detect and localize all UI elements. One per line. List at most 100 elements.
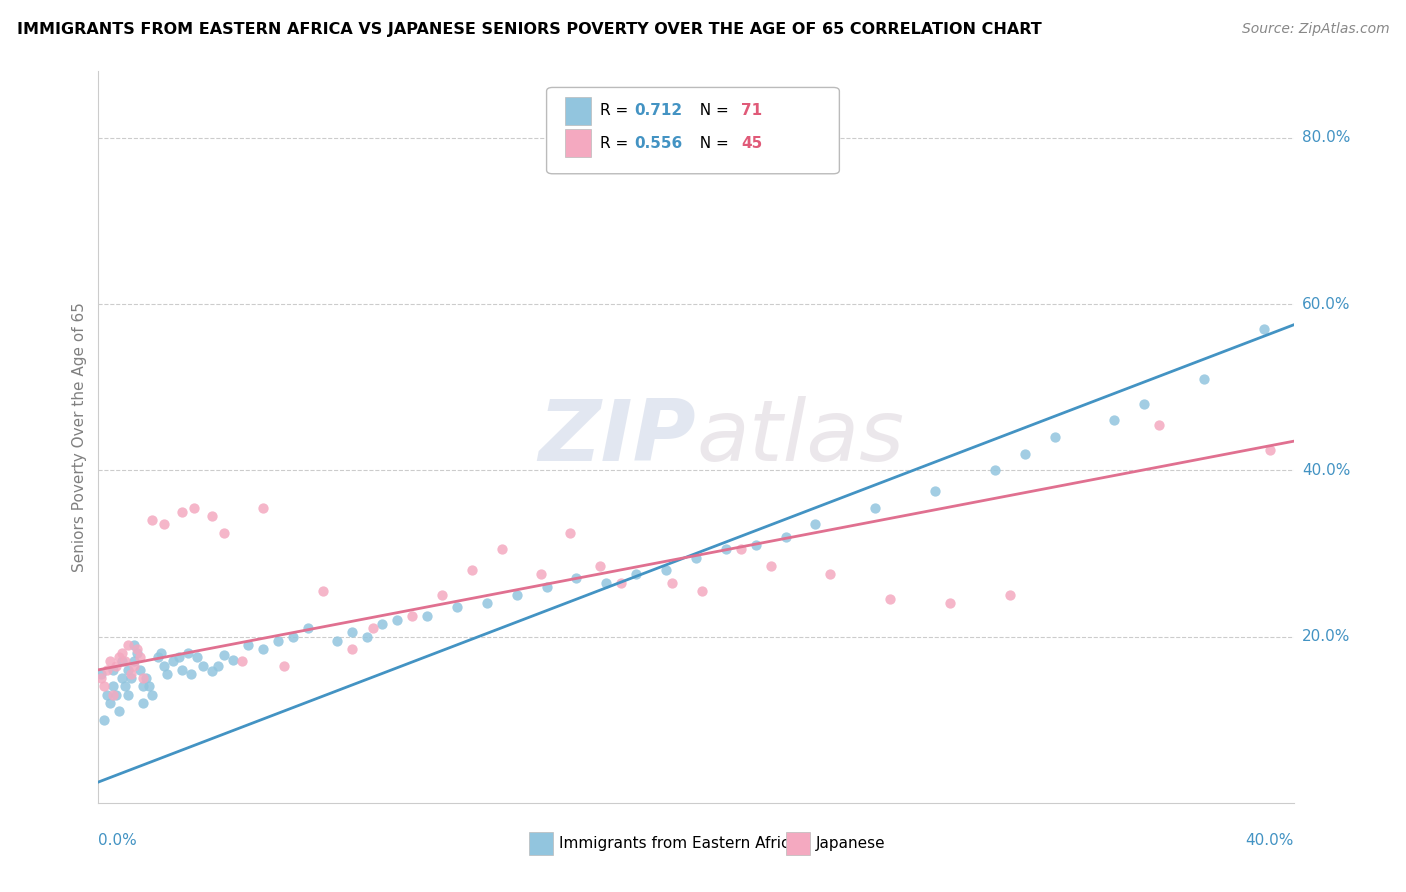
Text: 0.712: 0.712 [634, 103, 682, 119]
Text: 0.556: 0.556 [634, 136, 682, 151]
Point [1258, 442, 1281, 457]
Point [93, 680, 115, 694]
Point [124, 655, 146, 669]
Point [177, 646, 200, 660]
Point [491, 542, 513, 557]
Point [775, 530, 797, 544]
Point [201, 509, 224, 524]
Point [111, 655, 134, 669]
Point [745, 538, 768, 552]
Point [103, 663, 125, 677]
Text: R =: R = [600, 136, 634, 151]
Point [326, 633, 349, 648]
Point [1192, 372, 1215, 386]
Point [153, 517, 176, 532]
Point [191, 658, 214, 673]
Point [984, 463, 1007, 477]
Point [363, 621, 385, 635]
Point [90, 667, 112, 681]
Point [141, 513, 163, 527]
Point [236, 638, 259, 652]
Point [111, 646, 134, 660]
Point [162, 655, 184, 669]
Bar [565, 129, 591, 157]
Point [595, 575, 617, 590]
Point [212, 525, 235, 540]
Point [132, 696, 155, 710]
Point [105, 658, 128, 673]
Point [90, 671, 112, 685]
Point [685, 550, 707, 565]
Point [371, 617, 394, 632]
Point [461, 563, 484, 577]
Text: IMMIGRANTS FROM EASTERN AFRICA VS JAPANESE SENIORS POVERTY OVER THE AGE OF 65 CO: IMMIGRANTS FROM EASTERN AFRICA VS JAPANE… [17, 22, 1042, 37]
Point [252, 500, 274, 515]
Point [98, 696, 122, 710]
Point [416, 608, 439, 623]
Bar [565, 97, 591, 125]
Point [356, 630, 378, 644]
Text: 45: 45 [741, 136, 762, 151]
Point [610, 575, 633, 590]
Point [96, 663, 118, 677]
Point [156, 667, 179, 681]
Point [103, 688, 125, 702]
Text: Source: ZipAtlas.com: Source: ZipAtlas.com [1241, 22, 1389, 37]
Point [148, 650, 170, 665]
Text: N =: N = [690, 103, 734, 119]
Point [141, 688, 163, 702]
Point [273, 658, 295, 673]
Point [124, 658, 146, 673]
Bar [786, 832, 810, 855]
Text: Immigrants from Eastern Africa: Immigrants from Eastern Africa [558, 837, 799, 851]
Point [252, 642, 274, 657]
Point [661, 575, 683, 590]
Point [589, 558, 612, 573]
Point [401, 608, 423, 623]
Point [297, 621, 319, 635]
Point [117, 663, 139, 677]
Y-axis label: Seniors Poverty Over the Age of 65: Seniors Poverty Over the Age of 65 [72, 302, 87, 572]
Point [730, 542, 752, 557]
Point [117, 638, 139, 652]
Point [127, 642, 149, 657]
Point [385, 613, 409, 627]
Point [124, 638, 146, 652]
Point [212, 648, 235, 662]
Point [998, 588, 1021, 602]
Point [153, 658, 176, 673]
Point [311, 583, 333, 598]
Point [103, 680, 125, 694]
Point [93, 713, 115, 727]
Point [1104, 413, 1126, 427]
Text: 60.0%: 60.0% [1302, 297, 1350, 311]
Point [111, 671, 134, 685]
Point [172, 663, 194, 677]
Point [939, 596, 962, 610]
Point [1014, 447, 1036, 461]
Point [560, 525, 582, 540]
Text: 20.0%: 20.0% [1302, 629, 1350, 644]
Point [108, 650, 131, 665]
Point [690, 583, 713, 598]
Point [150, 646, 173, 660]
Point [114, 655, 136, 669]
Point [714, 542, 737, 557]
Text: atlas: atlas [696, 395, 904, 479]
Text: 80.0%: 80.0% [1302, 130, 1350, 145]
Bar [529, 832, 553, 855]
Point [924, 484, 946, 499]
Text: N =: N = [690, 136, 734, 151]
Point [98, 655, 122, 669]
Point [135, 671, 157, 685]
Point [1253, 322, 1275, 336]
Point [172, 505, 194, 519]
Point [117, 688, 139, 702]
Point [183, 500, 205, 515]
Point [267, 633, 290, 648]
Point [201, 665, 224, 679]
Point [446, 600, 468, 615]
Point [342, 625, 364, 640]
Point [186, 650, 208, 665]
Point [879, 592, 901, 607]
